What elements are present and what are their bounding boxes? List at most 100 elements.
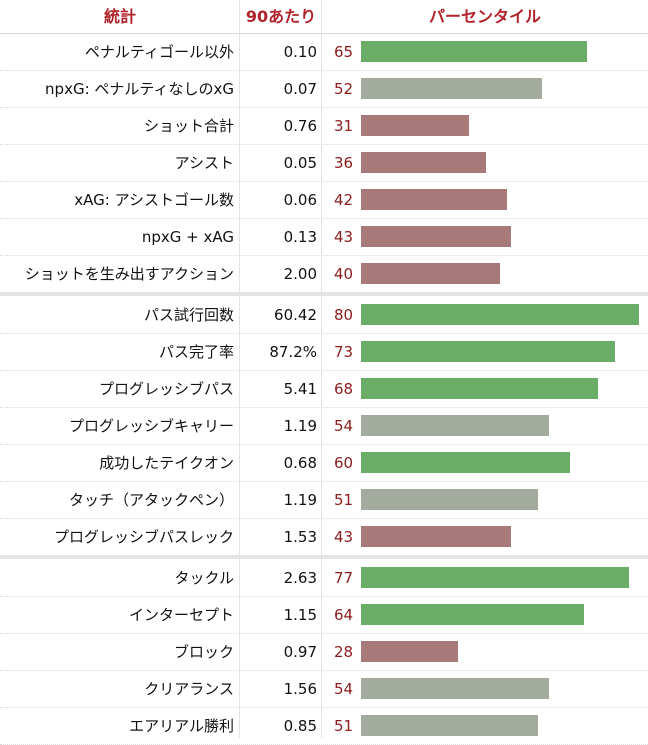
group-separator (0, 292, 648, 296)
per90-value: 0.97 (283, 643, 317, 661)
header-percentile: パーセンタイル (428, 7, 541, 26)
table-row: ショット合計 0.76 31 (0, 108, 648, 145)
per90-value: 1.19 (283, 417, 317, 435)
percentile-bar (361, 115, 469, 136)
percentile-bar (361, 678, 549, 699)
column-divider (321, 0, 322, 738)
stat-label: 成功したテイクオン (99, 454, 234, 472)
percentile-bar (361, 567, 629, 588)
header-stat: 統計 (103, 7, 136, 26)
table-row: ブロック 0.97 28 (0, 634, 648, 671)
percentile-value: 54 (334, 417, 354, 435)
percentile-value: 31 (334, 117, 354, 135)
percentile-bar (361, 341, 615, 362)
percentile-value: 54 (334, 680, 354, 698)
stat-label: タックル (174, 569, 234, 587)
table-row: タックル 2.63 77 (0, 560, 648, 597)
per90-value: 1.56 (283, 680, 317, 698)
percentile-bar (361, 604, 584, 625)
stat-label: ショットを生み出すアクション (24, 265, 234, 283)
stat-label: エアリアル勝利 (129, 717, 234, 735)
table-row: xAG: アシストゴール数 0.06 42 (0, 182, 648, 219)
stat-label: インターセプト (128, 606, 234, 624)
table-row: エアリアル勝利 0.85 51 (0, 708, 648, 745)
per90-value: 0.06 (283, 191, 317, 209)
percentile-bar (361, 489, 538, 510)
stat-label: xAG: アシストゴール数 (74, 191, 234, 209)
table-row: アシスト 0.05 36 (0, 145, 648, 182)
percentile-value: 73 (334, 343, 354, 361)
percentile-value: 40 (334, 265, 354, 283)
percentile-value: 51 (334, 491, 354, 509)
per90-value: 0.68 (283, 454, 317, 472)
stat-label: パス試行回数 (143, 306, 234, 324)
table-row: インターセプト 1.15 64 (0, 597, 648, 634)
percentile-bar (361, 641, 458, 662)
table-row: プログレッシブパスレック 1.53 43 (0, 519, 648, 556)
group-separator (0, 555, 648, 559)
table-row: ペナルティゴール以外 0.10 65 (0, 34, 648, 71)
stat-label: npxG + xAG (141, 228, 234, 246)
stat-label: パス完了率 (158, 343, 234, 361)
percentile-value: 64 (334, 606, 354, 624)
table-row: プログレッシブキャリー 1.19 54 (0, 408, 648, 445)
percentile-value: 42 (334, 191, 354, 209)
table-row: npxG: ペナルティなしのxG 0.07 52 (0, 71, 648, 108)
per90-value: 0.07 (283, 80, 317, 98)
percentile-bar (361, 378, 598, 399)
stat-label: プログレッシブパス (98, 380, 234, 398)
percentile-value: 77 (334, 569, 354, 587)
table-row: プログレッシブパス 5.41 68 (0, 371, 648, 408)
per90-value: 0.05 (283, 154, 317, 172)
per90-value: 1.53 (283, 528, 317, 546)
per90-value: 0.85 (283, 717, 317, 735)
percentile-bar (361, 226, 511, 247)
percentile-value: 43 (334, 528, 354, 546)
table-header: 統計 90あたり パーセンタイル (0, 0, 648, 34)
header-per90: 90あたり (245, 7, 317, 26)
stat-label: タッチ（アタックペン） (68, 491, 234, 509)
percentile-bar (361, 715, 538, 736)
percentile-bar (361, 152, 486, 173)
percentile-bar (361, 78, 542, 99)
stat-label: クリアランス (144, 680, 234, 698)
percentile-bar (361, 452, 570, 473)
table-row: タッチ（アタックペン） 1.19 51 (0, 482, 648, 519)
per90-value: 2.00 (283, 265, 317, 283)
percentile-value: 60 (334, 454, 354, 472)
percentile-value: 65 (334, 43, 354, 61)
percentile-bar (361, 41, 587, 62)
table-row: クリアランス 1.56 54 (0, 671, 648, 708)
percentile-value: 68 (334, 380, 354, 398)
percentile-bar (361, 304, 639, 325)
percentile-value: 43 (334, 228, 354, 246)
table-row: 成功したテイクオン 0.68 60 (0, 445, 648, 482)
percentile-bar (361, 415, 549, 436)
table-row: npxG + xAG 0.13 43 (0, 219, 648, 256)
column-divider (239, 0, 240, 738)
stat-label: npxG: ペナルティなしのxG (45, 80, 234, 98)
table-row: パス試行回数 60.42 80 (0, 297, 648, 334)
percentile-value: 52 (334, 80, 354, 98)
per90-value: 1.19 (283, 491, 317, 509)
stat-label: プログレッシブキャリー (68, 417, 234, 435)
per90-value: 0.13 (283, 228, 317, 246)
per90-value: 0.76 (283, 117, 317, 135)
per90-value: 60.42 (274, 306, 317, 324)
stat-label: ペナルティゴール以外 (84, 43, 234, 61)
table-row: パス完了率 87.2% 73 (0, 334, 648, 371)
stat-label: ショット合計 (143, 117, 234, 135)
percentile-value: 51 (334, 717, 354, 735)
percentile-bar (361, 263, 500, 284)
per90-value: 0.10 (283, 43, 317, 61)
per90-value: 5.41 (283, 380, 317, 398)
table-row: ショットを生み出すアクション 2.00 40 (0, 256, 648, 293)
percentile-bar (361, 526, 511, 547)
percentile-value: 80 (334, 306, 354, 324)
stat-label: アシスト (174, 154, 234, 172)
stat-label: プログレッシブパスレック (53, 528, 234, 546)
percentile-bar (361, 189, 507, 210)
per90-value: 87.2% (269, 343, 317, 361)
per90-value: 1.15 (283, 606, 317, 624)
percentile-value: 28 (334, 643, 354, 661)
